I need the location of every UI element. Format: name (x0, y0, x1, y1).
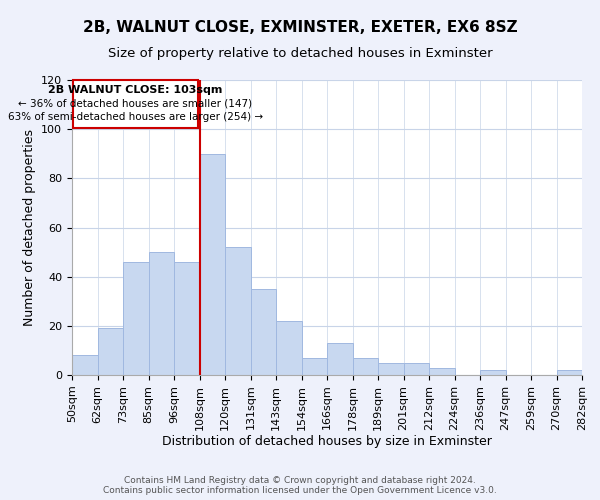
Bar (353, 358, 378, 375)
Bar (251, 289, 276, 375)
Bar (123, 262, 149, 375)
Bar (327, 343, 353, 375)
Bar (276, 321, 302, 375)
Y-axis label: Number of detached properties: Number of detached properties (23, 129, 35, 326)
Bar (174, 262, 199, 375)
Text: Contains public sector information licensed under the Open Government Licence v3: Contains public sector information licen… (103, 486, 497, 495)
Bar (149, 252, 174, 375)
Bar (429, 368, 455, 375)
Text: Contains HM Land Registry data © Crown copyright and database right 2024.: Contains HM Land Registry data © Crown c… (124, 476, 476, 485)
Bar (302, 358, 327, 375)
FancyBboxPatch shape (73, 80, 198, 128)
Text: 2B WALNUT CLOSE: 103sqm: 2B WALNUT CLOSE: 103sqm (48, 85, 223, 95)
Bar (199, 154, 225, 375)
Bar (72, 356, 97, 375)
Text: Size of property relative to detached houses in Exminster: Size of property relative to detached ho… (107, 48, 493, 60)
Text: 63% of semi-detached houses are larger (254) →: 63% of semi-detached houses are larger (… (8, 112, 263, 122)
Bar (378, 362, 404, 375)
X-axis label: Distribution of detached houses by size in Exminster: Distribution of detached houses by size … (162, 436, 492, 448)
Text: ← 36% of detached houses are smaller (147): ← 36% of detached houses are smaller (14… (19, 98, 253, 108)
Bar (480, 370, 505, 375)
Text: 2B, WALNUT CLOSE, EXMINSTER, EXETER, EX6 8SZ: 2B, WALNUT CLOSE, EXMINSTER, EXETER, EX6… (83, 20, 517, 35)
Bar (97, 328, 123, 375)
Bar (557, 370, 582, 375)
Bar (225, 247, 251, 375)
Bar (404, 362, 429, 375)
